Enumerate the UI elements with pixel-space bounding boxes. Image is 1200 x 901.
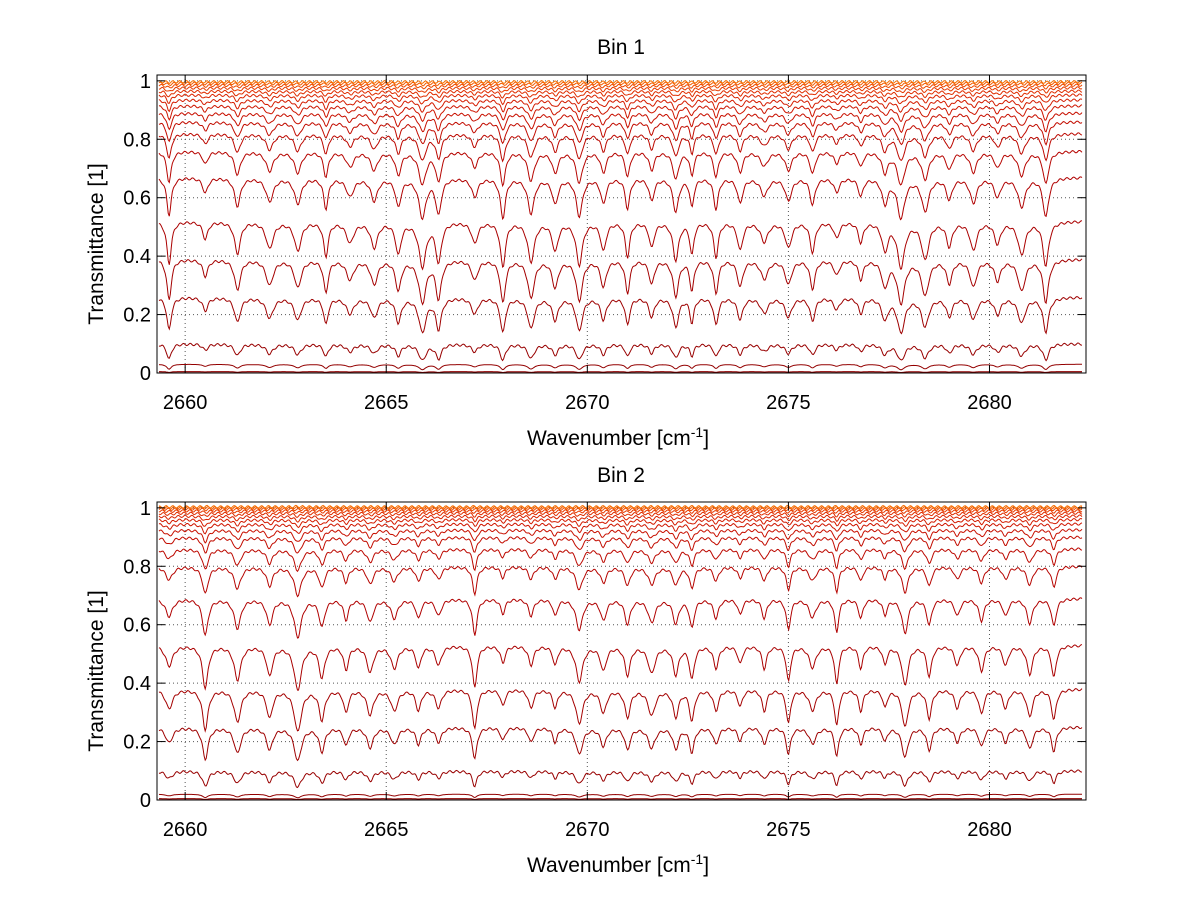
chart-panel-bin-1: Bin 1 2660 2665 2670 2675 2680 0 0.2 0.4 0.6 0.8 1… bbox=[85, 36, 1087, 450]
x-tick-label: 2670 bbox=[565, 819, 610, 841]
series-line bbox=[158, 793, 1082, 799]
chart-title: Bin 2 bbox=[597, 464, 645, 487]
series-line bbox=[158, 597, 1083, 639]
series-line bbox=[158, 81, 1083, 87]
series-line bbox=[158, 296, 1083, 335]
series-line bbox=[158, 220, 1083, 271]
series-line bbox=[159, 371, 1082, 374]
series-line bbox=[158, 504, 1083, 509]
y-tick-label: 0.2 bbox=[123, 305, 151, 327]
x-axis-label-end: ] bbox=[703, 854, 709, 877]
y-tick-label: 0.8 bbox=[123, 556, 151, 578]
y-tick-label: 0.4 bbox=[123, 246, 151, 268]
x-tick-label: 2680 bbox=[967, 819, 1012, 841]
series-line bbox=[158, 83, 1083, 90]
y-tick-label: 1 bbox=[140, 71, 151, 93]
y-tick-label: 0.4 bbox=[123, 673, 151, 695]
series-line bbox=[158, 89, 1083, 99]
y-tick-label: 0 bbox=[140, 790, 151, 812]
series-line bbox=[158, 93, 1083, 106]
series-line bbox=[158, 258, 1083, 306]
series-group bbox=[158, 80, 1083, 374]
x-tick-label: 2675 bbox=[766, 392, 811, 414]
series-line bbox=[158, 688, 1083, 733]
axes-frame bbox=[156, 74, 1087, 374]
x-axis-label-superscript: -1 bbox=[691, 851, 704, 867]
y-tick-label: 0.2 bbox=[123, 732, 151, 754]
chart-panel-bin-2: Bin 2 2660 2665 2670 2675 2680 0 0.2 0.4 0.6 0.8 1… bbox=[85, 464, 1087, 877]
series-group bbox=[158, 504, 1083, 801]
tick-group: 2660 2665 2670 2675 2680 0 0.2 0.4 0.6 0.8 1 bbox=[123, 498, 1086, 841]
series-line bbox=[158, 104, 1083, 123]
series-line bbox=[158, 522, 1083, 535]
series-line bbox=[158, 132, 1083, 163]
series-line bbox=[158, 528, 1083, 544]
series-line bbox=[159, 798, 1082, 800]
series-line bbox=[158, 80, 1083, 84]
y-tick-label: 0 bbox=[140, 363, 151, 385]
series-line bbox=[158, 150, 1083, 188]
series-line bbox=[158, 98, 1083, 113]
x-tick-label: 2665 bbox=[364, 819, 409, 841]
y-tick-label: 0.6 bbox=[123, 188, 151, 210]
axes-frame bbox=[156, 501, 1087, 801]
y-tick-label: 0.6 bbox=[123, 615, 151, 637]
x-axis-label: Wavenumber [cm-1] bbox=[527, 424, 709, 450]
y-axis-label: Transmittance [1] bbox=[85, 590, 108, 751]
series-line bbox=[158, 535, 1083, 554]
series-line bbox=[158, 509, 1083, 514]
x-axis-label-text: Wavenumber [cm bbox=[527, 854, 691, 877]
x-axis-label-end: ] bbox=[703, 427, 709, 450]
chart-title: Bin 1 bbox=[597, 36, 645, 59]
x-axis-label: Wavenumber [cm-1] bbox=[527, 851, 709, 877]
y-tick-label: 1 bbox=[140, 498, 151, 520]
series-line bbox=[158, 769, 1082, 789]
x-tick-label: 2665 bbox=[364, 392, 409, 414]
series-line bbox=[158, 86, 1083, 94]
x-tick-label: 2660 bbox=[163, 392, 208, 414]
series-line bbox=[158, 342, 1082, 362]
y-axis-label: Transmittance [1] bbox=[85, 163, 108, 324]
x-axis-label-text: Wavenumber [cm bbox=[527, 427, 691, 450]
series-line bbox=[158, 517, 1083, 529]
x-tick-label: 2675 bbox=[766, 819, 811, 841]
y-tick-label: 0.8 bbox=[123, 129, 151, 151]
series-line bbox=[158, 547, 1083, 573]
series-line bbox=[158, 111, 1083, 134]
series-line bbox=[158, 511, 1083, 518]
x-tick-label: 2680 bbox=[967, 392, 1012, 414]
series-line bbox=[158, 725, 1083, 762]
x-tick-label: 2670 bbox=[565, 392, 610, 414]
series-line bbox=[158, 363, 1082, 371]
series-line bbox=[158, 176, 1083, 221]
series-line bbox=[158, 514, 1083, 523]
series-line bbox=[158, 644, 1083, 691]
series-line bbox=[158, 565, 1083, 598]
series-line bbox=[158, 120, 1083, 146]
x-axis-label-superscript: -1 bbox=[691, 424, 704, 440]
x-tick-label: 2660 bbox=[163, 819, 208, 841]
tick-group: 2660 2665 2670 2675 2680 0 0.2 0.4 0.6 0.8 1 bbox=[123, 71, 1086, 414]
